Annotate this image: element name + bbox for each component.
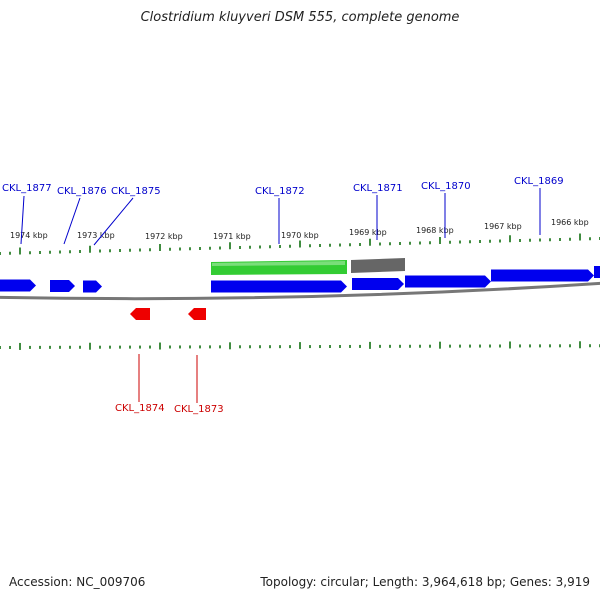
kbp-label-group: 1974 kbp 1973 kbp 1972 kbp 1971 kbp 1970 kbp… xyxy=(10,218,589,241)
kbp-label: 1970 kbp xyxy=(281,231,319,240)
kbp-label: 1967 kbp xyxy=(484,222,522,231)
forward-gene-arrow xyxy=(352,278,404,290)
rna-feature xyxy=(211,260,347,275)
gene-callout-line xyxy=(63,197,81,245)
gene-label[interactable]: CKL_1872 xyxy=(255,186,305,197)
forward-gene-arrow xyxy=(491,269,594,282)
reverse-gene-arrow xyxy=(130,308,150,320)
feature-track xyxy=(0,258,600,320)
forward-gene-arrow xyxy=(0,279,36,292)
kbp-label: 1971 kbp xyxy=(213,232,251,241)
reverse-gene-arrow xyxy=(188,308,206,320)
gene-label[interactable]: CKL_1876 xyxy=(57,186,107,197)
forward-gene-arrow xyxy=(83,280,102,293)
gene-label[interactable]: CKL_1874 xyxy=(115,403,165,414)
kbp-label: 1972 kbp xyxy=(145,232,183,241)
gene-label[interactable]: CKL_1877 xyxy=(2,183,52,194)
kbp-label: 1966 kbp xyxy=(551,218,589,227)
rna-feature-highlight xyxy=(212,261,345,266)
forward-gene-arrow xyxy=(211,280,347,293)
genome-summary-text: Topology: circular; Length: 3,964,618 bp… xyxy=(260,575,590,589)
gene-label[interactable]: CKL_1870 xyxy=(421,181,471,192)
gene-label[interactable]: CKL_1873 xyxy=(174,404,224,415)
kbp-label: 1969 kbp xyxy=(349,228,387,237)
gene-callout-line xyxy=(20,195,25,245)
tick-track-bottom xyxy=(0,341,600,350)
tick-track-top xyxy=(0,233,600,255)
genome-backbone xyxy=(0,281,600,301)
page-title: Clostridium kluyveri DSM 555, complete g… xyxy=(140,10,460,25)
gene-label[interactable]: CKL_1869 xyxy=(514,176,564,187)
forward-gene-arrow xyxy=(405,275,491,288)
gene-label[interactable]: CKL_1871 xyxy=(353,183,403,194)
kbp-label: 1973 kbp xyxy=(77,231,115,240)
forward-gene-arrow xyxy=(50,280,75,292)
kbp-label: 1968 kbp xyxy=(416,226,454,235)
forward-gene-arrow xyxy=(594,266,600,278)
gene-callouts: CKL_1877 CKL_1876 CKL_1875 CKL_1872 CKL_1871… xyxy=(2,176,564,415)
gene-callout-line xyxy=(93,197,134,246)
gene-label[interactable]: CKL_1875 xyxy=(111,186,161,197)
kbp-label: 1974 kbp xyxy=(10,231,48,240)
accession-text: Accession: NC_009706 xyxy=(9,575,146,589)
other-feature xyxy=(351,258,405,273)
